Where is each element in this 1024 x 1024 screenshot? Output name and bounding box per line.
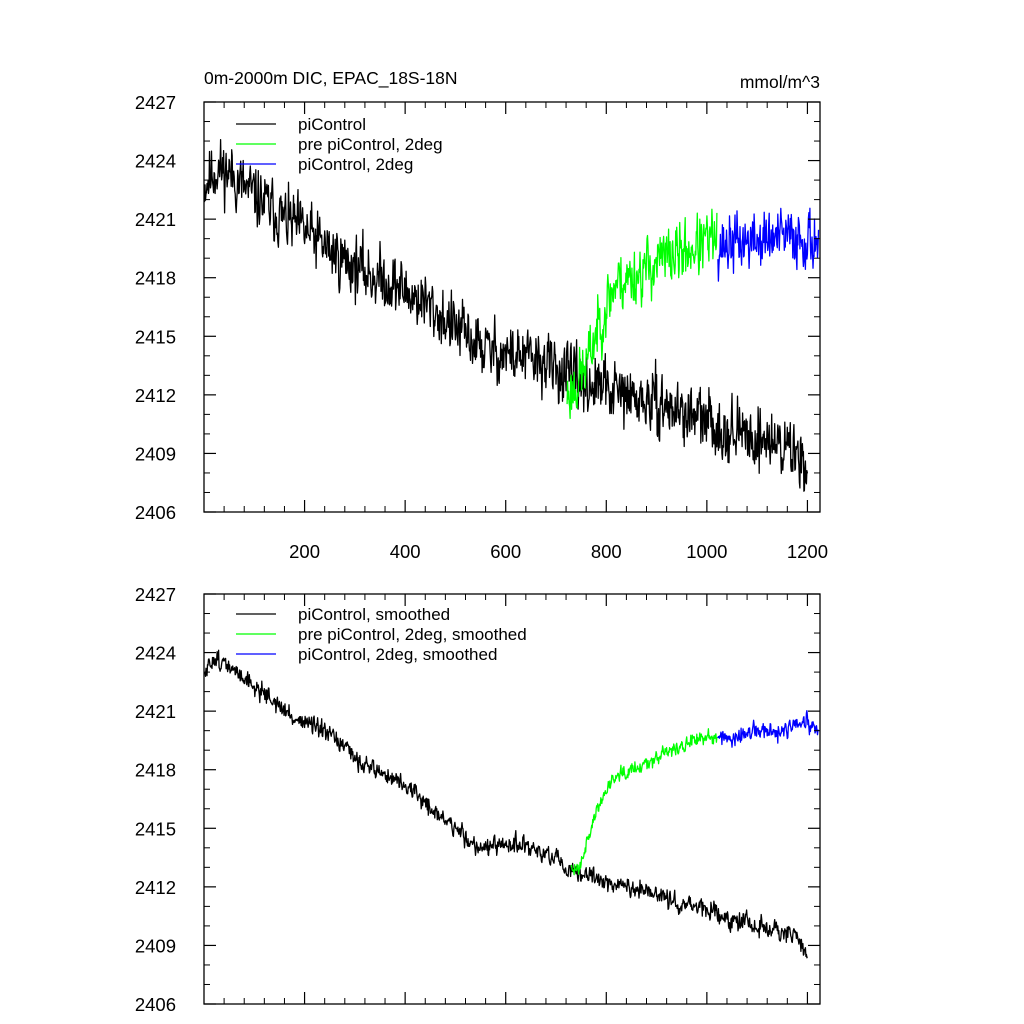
bottom-y-tick-label: 2424	[135, 643, 176, 664]
top-y-tick-label: 2409	[135, 443, 176, 464]
top-y-tick-label: 2406	[135, 502, 176, 523]
top-plot-frame	[203, 101, 821, 513]
bottom-legend: piControl, smoothed pre piControl, 2deg,…	[236, 605, 527, 664]
top-y-tick-label: 2421	[135, 209, 176, 230]
top-y-tick-label: 2424	[135, 151, 176, 172]
top-y-tick-label: 2415	[135, 326, 176, 347]
bottom-y-tick-label: 2406	[135, 994, 176, 1015]
top-y-tick-label: 2427	[135, 92, 176, 113]
legend-label-picontrol-2deg-smoothed: piControl, 2deg, smoothed	[298, 645, 497, 664]
top-y-tick-label: 2412	[135, 385, 176, 406]
top-x-tick-label: 800	[591, 541, 622, 562]
top-legend: piControl pre piControl, 2deg piControl,…	[236, 115, 443, 174]
bottom-y-tick-label: 2421	[135, 701, 176, 722]
series-line-picontrol	[203, 139, 809, 492]
top-x-tick-label: 400	[390, 541, 421, 562]
series-line-picontrol-2deg	[717, 207, 820, 282]
top-x-tick-label: 1200	[787, 541, 828, 562]
top-chart-title: 0m-2000m DIC, EPAC_18S-18N	[204, 68, 458, 89]
top-x-tick-label: 600	[490, 541, 521, 562]
top-x-tick-label: 200	[289, 541, 320, 562]
bottom-panel: 2406 2409 2412 2415 2418 2421 2424 2427 piContr…	[135, 584, 821, 1015]
legend-label-picontrol-2deg: piControl, 2deg	[298, 155, 413, 174]
top-x-tick-label: 1000	[686, 541, 727, 562]
legend-label-picontrol: piControl	[298, 115, 366, 134]
top-chart-units: mmol/m^3	[740, 72, 820, 92]
legend-label-pre-picontrol-2deg-smoothed: pre piControl, 2deg, smoothed	[298, 625, 527, 644]
series-line-picontrol-smoothed	[204, 649, 809, 959]
series-line-pre-picontrol-2deg	[566, 208, 718, 420]
series-line-picontrol-2deg-smoothed	[717, 709, 819, 748]
legend-label-pre-picontrol-2deg: pre piControl, 2deg	[298, 135, 443, 154]
bottom-y-tick-label: 2409	[135, 935, 176, 956]
bottom-y-tick-label: 2427	[135, 584, 176, 605]
series-line-pre-picontrol-2deg-smoothed	[570, 728, 718, 876]
bottom-y-tick-label: 2415	[135, 818, 176, 839]
bottom-y-tick-label: 2418	[135, 760, 176, 781]
legend-label-picontrol-smoothed: piControl, smoothed	[298, 605, 450, 624]
top-panel: 0m-2000m DIC, EPAC_18S-18N mmol/m^3 2406…	[135, 68, 828, 562]
top-y-tick-label: 2418	[135, 268, 176, 289]
bottom-y-tick-label: 2412	[135, 877, 176, 898]
bottom-plot-frame	[203, 593, 821, 1005]
